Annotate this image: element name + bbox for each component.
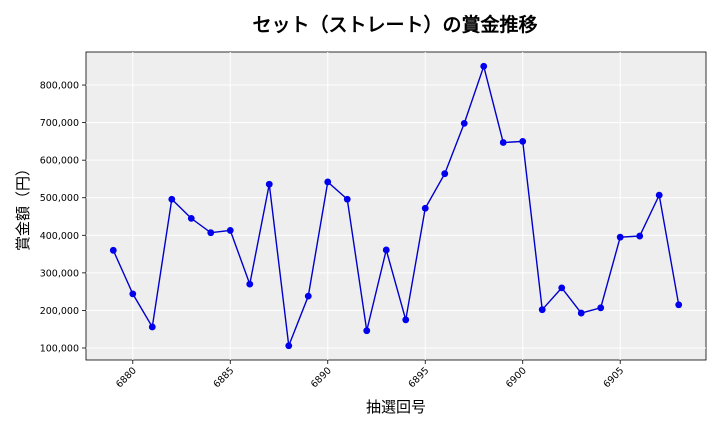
y-axis-label: 賞金額（円） — [14, 161, 32, 251]
series — [109, 62, 683, 350]
data-point — [129, 290, 137, 298]
data-point — [187, 214, 195, 222]
data-point — [246, 280, 254, 288]
data-point — [168, 195, 176, 203]
grid — [86, 52, 706, 360]
data-point — [558, 284, 566, 292]
y-tick-label: 100,000 — [40, 343, 79, 354]
data-point — [499, 139, 507, 146]
data-point — [402, 316, 410, 324]
data-point — [382, 246, 390, 254]
data-point — [343, 195, 351, 203]
data-point — [636, 232, 644, 240]
data-point — [324, 178, 332, 186]
x-tick-label: 6895 — [406, 365, 431, 390]
data-point — [304, 292, 312, 300]
data-point — [363, 327, 371, 335]
data-point — [207, 229, 215, 237]
data-point — [441, 170, 449, 178]
x-tick-label: 6880 — [114, 365, 139, 390]
data-point — [655, 191, 663, 199]
y-tick-label: 500,000 — [40, 193, 79, 204]
data-point — [148, 323, 156, 331]
data-point — [226, 227, 234, 234]
data-point — [597, 304, 605, 312]
data-point — [480, 62, 488, 70]
data-point — [421, 204, 429, 212]
x-axis-label: 抽選回号 — [366, 398, 426, 416]
data-point — [577, 309, 585, 317]
x-tick-label: 6890 — [309, 365, 334, 390]
data-point — [538, 306, 546, 314]
y-tick-label: 600,000 — [40, 156, 79, 167]
data-point — [285, 342, 293, 350]
x-tick-label: 6900 — [504, 365, 529, 390]
x-tick-label: 6905 — [601, 365, 626, 390]
y-tick-label: 700,000 — [40, 118, 79, 129]
data-point — [519, 137, 527, 145]
y-tick-label: 200,000 — [40, 306, 79, 317]
y-tick-label: 400,000 — [40, 231, 79, 242]
data-point — [675, 301, 683, 309]
y-tick-label: 800,000 — [40, 81, 79, 92]
chart-title: セット（ストレート）の賞金推移 — [252, 13, 537, 36]
data-point — [109, 246, 117, 254]
data-point — [265, 180, 273, 188]
data-point — [460, 119, 468, 127]
y-tick-label: 300,000 — [40, 268, 79, 279]
x-tick-label: 6885 — [212, 365, 237, 390]
data-point — [616, 233, 624, 241]
